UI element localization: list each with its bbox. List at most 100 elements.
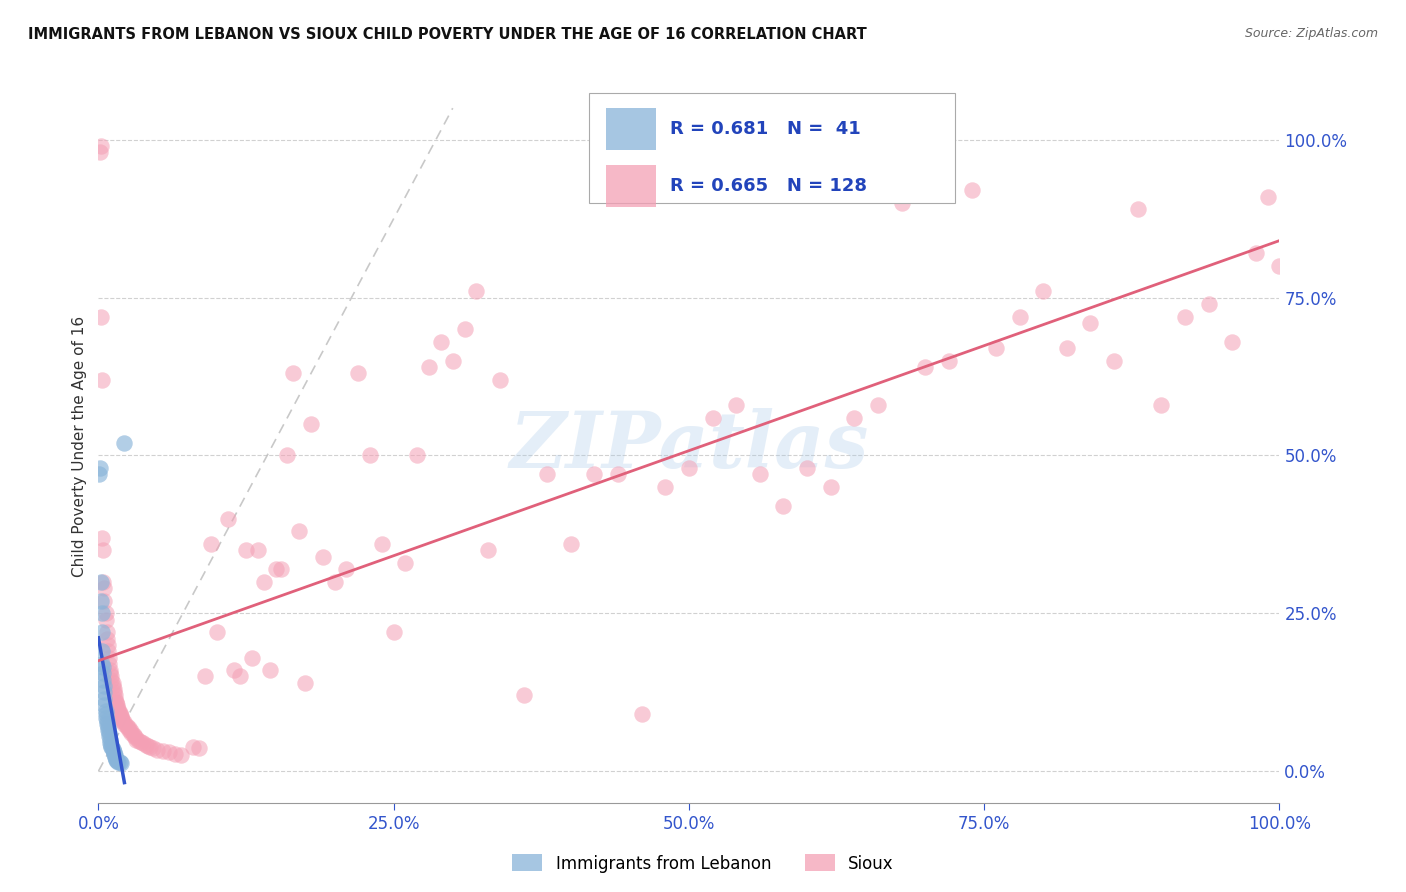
Point — [128, 734, 150, 748]
Point — [984, 341, 1007, 355]
Point — [157, 745, 180, 759]
Point — [125, 732, 148, 747]
Point — [107, 702, 129, 716]
Point — [299, 417, 322, 431]
Point — [91, 673, 114, 687]
Point — [97, 723, 120, 738]
Point — [118, 723, 141, 738]
Point — [107, 755, 129, 769]
Point — [938, 353, 960, 368]
Point — [112, 714, 135, 729]
Point — [1080, 316, 1102, 330]
Point — [1244, 246, 1267, 260]
Text: IMMIGRANTS FROM LEBANON VS SIOUX CHILD POVERTY UNDER THE AGE OF 16 CORRELATION C: IMMIGRANTS FROM LEBANON VS SIOUX CHILD P… — [28, 27, 868, 42]
Point — [253, 574, 276, 589]
Point — [246, 543, 269, 558]
Point — [115, 719, 138, 733]
Point — [93, 593, 115, 607]
Point — [111, 713, 134, 727]
Point — [122, 730, 145, 744]
Point — [122, 728, 145, 742]
Point — [1257, 189, 1279, 203]
Point — [125, 731, 148, 745]
Point — [512, 689, 534, 703]
Point — [224, 663, 246, 677]
Point — [294, 675, 316, 690]
Point — [465, 285, 488, 299]
Point — [1268, 259, 1291, 273]
Point — [91, 644, 114, 658]
Text: ZIPatlas: ZIPatlas — [509, 408, 869, 484]
Point — [229, 669, 252, 683]
Point — [607, 467, 630, 482]
Point — [453, 322, 475, 336]
Point — [1198, 297, 1220, 311]
Point — [101, 742, 124, 756]
Point — [103, 747, 125, 761]
Point — [91, 625, 114, 640]
Point — [121, 724, 143, 739]
Point — [98, 663, 121, 677]
Point — [101, 675, 124, 690]
Point — [1174, 310, 1197, 324]
Point — [94, 707, 117, 722]
Point — [91, 531, 114, 545]
Point — [110, 708, 132, 723]
Point — [1102, 353, 1125, 368]
Point — [104, 691, 127, 706]
Point — [108, 706, 131, 720]
Point — [91, 574, 114, 589]
Point — [217, 511, 239, 525]
Point — [382, 625, 405, 640]
Point — [270, 562, 292, 576]
Point — [104, 749, 127, 764]
Point — [135, 738, 157, 752]
Point — [98, 650, 121, 665]
Point — [844, 410, 866, 425]
Point — [371, 537, 394, 551]
Point — [630, 707, 652, 722]
Point — [205, 625, 228, 640]
Text: Source: ZipAtlas.com: Source: ZipAtlas.com — [1244, 27, 1378, 40]
Point — [276, 449, 298, 463]
Point — [725, 398, 748, 412]
Point — [1008, 310, 1031, 324]
Point — [97, 720, 120, 734]
Point — [118, 721, 141, 735]
Point — [796, 461, 818, 475]
Point — [91, 657, 114, 671]
Point — [110, 710, 132, 724]
Y-axis label: Child Poverty Under the Age of 16: Child Poverty Under the Age of 16 — [72, 316, 87, 576]
Point — [91, 607, 114, 621]
Point — [91, 373, 114, 387]
Point — [259, 663, 281, 677]
Point — [108, 707, 131, 722]
Point — [347, 367, 370, 381]
Point — [105, 696, 128, 710]
Point — [654, 480, 676, 494]
Point — [477, 543, 499, 558]
Point — [97, 638, 120, 652]
Point — [702, 410, 724, 425]
Point — [136, 739, 159, 753]
Point — [91, 543, 114, 558]
Point — [94, 613, 117, 627]
Point — [103, 685, 125, 699]
Point — [152, 744, 174, 758]
Point — [962, 183, 984, 197]
Point — [96, 625, 118, 640]
Point — [97, 644, 120, 658]
Point — [146, 743, 169, 757]
Point — [101, 679, 124, 693]
Point — [98, 726, 121, 740]
Point — [90, 310, 112, 324]
FancyBboxPatch shape — [589, 93, 955, 203]
Point — [98, 666, 121, 681]
Point — [283, 367, 305, 381]
Point — [165, 747, 187, 761]
Point — [418, 360, 440, 375]
Point — [105, 753, 128, 767]
Point — [100, 673, 122, 687]
Point — [121, 726, 143, 740]
Point — [98, 657, 121, 671]
